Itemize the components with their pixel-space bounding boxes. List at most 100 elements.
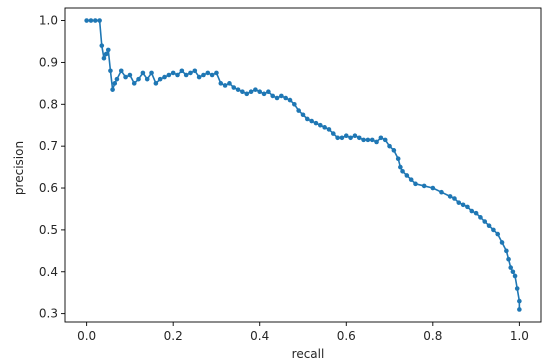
data-point [162, 74, 167, 80]
data-point [400, 168, 405, 174]
x-axis-label: recall [292, 347, 325, 361]
data-point [92, 18, 98, 23]
data-point [188, 70, 193, 76]
data-point [140, 70, 146, 76]
data-point [343, 133, 349, 138]
data-point [305, 116, 310, 122]
data-point [287, 97, 293, 103]
data-point [478, 215, 483, 220]
data-point [506, 256, 511, 262]
x-tick-label: 0.8 [423, 329, 442, 343]
data-point [127, 72, 133, 78]
y-tick-label: 0.6 [39, 181, 58, 195]
data-point [292, 101, 297, 107]
x-tick-label: 0.6 [337, 329, 356, 343]
data-point [108, 68, 113, 74]
data-point [253, 87, 258, 92]
y-tick-label: 0.4 [39, 265, 58, 279]
data-point [248, 89, 254, 95]
data-point [465, 204, 470, 210]
y-tick-label: 0.8 [39, 97, 58, 111]
data-point [512, 273, 518, 279]
data-point [296, 108, 301, 113]
series-line [86, 19, 521, 310]
data-point [231, 85, 237, 90]
y-tick-label: 1.0 [39, 14, 58, 28]
data-point [491, 227, 496, 233]
data-point [101, 55, 107, 61]
data-point [157, 76, 163, 82]
data-point [469, 208, 475, 214]
data-point [179, 68, 185, 74]
data-point [209, 72, 215, 78]
data-point [123, 74, 128, 80]
data-point [214, 70, 219, 76]
data-point [88, 18, 94, 23]
data-point [361, 137, 366, 143]
data-point [374, 139, 379, 145]
data-point [335, 135, 340, 141]
y-tick-label: 0.3 [39, 307, 58, 321]
y-tick-label: 0.9 [39, 55, 58, 69]
plot-area [65, 8, 541, 322]
data-point [309, 118, 314, 124]
data-point [395, 156, 401, 162]
data-point [339, 135, 345, 141]
data-point [118, 68, 124, 74]
data-point [330, 131, 336, 136]
data-point [439, 189, 444, 195]
data-point [365, 137, 371, 143]
data-point [495, 231, 501, 237]
data-point [183, 72, 189, 78]
data-point [408, 177, 414, 182]
data-point [110, 87, 115, 92]
data-point [227, 81, 232, 86]
data-point [170, 70, 176, 76]
x-tick-label: 1.0 [510, 329, 529, 343]
data-point [473, 210, 479, 216]
x-tick-label: 0.4 [250, 329, 269, 343]
data-point [378, 135, 384, 141]
data-point [192, 68, 198, 74]
data-point [318, 122, 323, 128]
plot-frame [64, 7, 542, 323]
data-point [517, 298, 522, 304]
data-point [456, 200, 462, 205]
data-point [99, 43, 105, 48]
data-point [97, 18, 102, 23]
data-point [322, 125, 327, 130]
data-point [391, 148, 397, 153]
data-point [201, 72, 206, 78]
axes-layer: 0.0 0.2 0.4 0.6 0.8 1.0 0.3 0.4 0.5 0.6 0.7 0.8 0.9 1… [39, 7, 542, 343]
data-point [326, 127, 332, 132]
data-point [404, 173, 410, 178]
data-point [369, 137, 375, 143]
data-point [313, 120, 319, 126]
data-point [153, 81, 159, 86]
data-point [261, 91, 267, 97]
data-point [114, 76, 120, 82]
y-tick-label: 0.5 [39, 223, 58, 237]
data-point [218, 81, 224, 86]
y-axis-label: precision [12, 141, 26, 195]
plot-background [65, 8, 541, 322]
data-point [486, 223, 492, 229]
data-point [136, 76, 141, 82]
data-point [421, 183, 427, 189]
data-point [266, 89, 271, 95]
data-point [517, 307, 522, 312]
data-point [205, 70, 211, 76]
data-point [413, 181, 418, 187]
data-point [387, 143, 392, 149]
data-point [235, 87, 241, 92]
data-point [348, 135, 353, 141]
data-point [257, 89, 263, 95]
data-point [144, 76, 150, 82]
data-point [300, 112, 306, 118]
data-point [382, 137, 388, 143]
data-point [175, 72, 180, 78]
data-point [482, 219, 488, 224]
data-point [508, 265, 514, 270]
data-point [131, 81, 137, 86]
